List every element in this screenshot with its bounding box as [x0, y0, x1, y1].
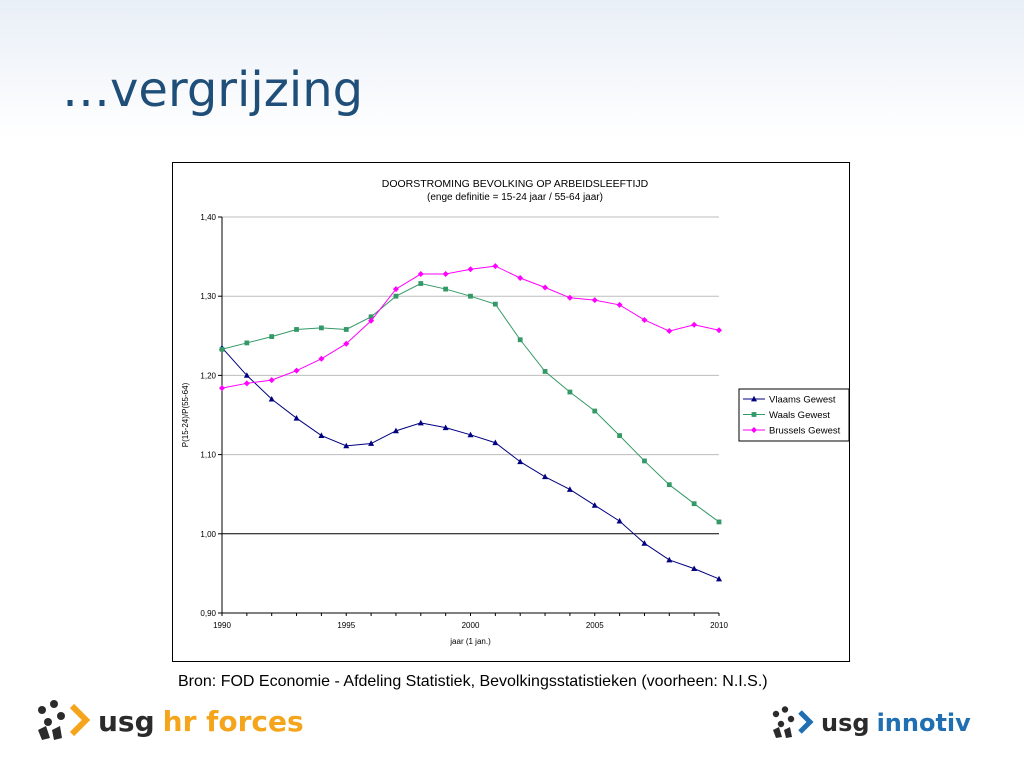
data-point-vlaams-gewest [368, 440, 375, 446]
y-tick-label: 1,20 [200, 371, 216, 380]
logo-brand-text: hr forces [162, 704, 304, 738]
legend-marker-brussels-gewest [751, 427, 757, 433]
data-point-vlaams-gewest [542, 473, 549, 480]
x-tick-label: 1995 [337, 621, 355, 630]
chart-container: DOORSTROMING BEVOLKING OP ARBEIDSLEEFTIJ… [172, 162, 850, 662]
data-point-waals-gewest [642, 458, 647, 464]
data-point-waals-gewest [691, 501, 697, 507]
data-point-waals-gewest [244, 340, 250, 346]
logo-usg-innotiv: usg innotiv [770, 706, 971, 740]
data-point-waals-gewest [567, 389, 573, 395]
data-point-waals-gewest [517, 337, 523, 343]
data-point-waals-gewest [492, 301, 498, 307]
y-tick-label: 1,10 [200, 451, 216, 460]
x-tick-label: 2000 [462, 621, 480, 630]
data-point-vlaams-gewest [492, 439, 499, 446]
usg-people-icon [772, 706, 814, 738]
logo-usg-hr-forces: usg hr forces [34, 700, 304, 742]
data-point-brussels-gewest [368, 317, 375, 324]
data-point-brussels-gewest [219, 385, 225, 392]
data-point-waals-gewest [219, 346, 225, 352]
data-point-brussels-gewest [566, 294, 573, 301]
y-axis-label: P(15-24)/P(55-64) [181, 382, 190, 447]
data-point-brussels-gewest [467, 266, 474, 273]
data-point-waals-gewest [666, 482, 672, 488]
data-point-waals-gewest [592, 408, 598, 414]
data-point-waals-gewest [343, 327, 349, 332]
legend-marker-vlaams-gewest [751, 395, 757, 402]
data-point-brussels-gewest [616, 301, 623, 308]
data-point-brussels-gewest [318, 355, 325, 362]
usg-people-icon [38, 700, 91, 740]
data-point-vlaams-gewest [442, 424, 449, 431]
data-point-waals-gewest [319, 325, 324, 331]
x-tick-label: 2010 [710, 621, 728, 630]
data-point-vlaams-gewest [417, 419, 424, 426]
x-tick-label: 2005 [586, 621, 604, 630]
data-point-brussels-gewest [442, 271, 449, 278]
data-point-waals-gewest [418, 281, 424, 286]
data-point-waals-gewest [294, 327, 299, 332]
data-point-vlaams-gewest [591, 502, 598, 508]
legend-label-vlaams-gewest: Vlaams Gewest [769, 395, 836, 406]
data-point-vlaams-gewest [691, 565, 698, 572]
data-point-vlaams-gewest [566, 486, 573, 492]
data-point-vlaams-gewest [716, 575, 722, 582]
data-point-vlaams-gewest [392, 427, 399, 434]
slide-title: …vergrijzing [62, 62, 364, 118]
line-chart: DOORSTROMING BEVOLKING OP ARBEIDSLEEFTIJ… [181, 178, 850, 646]
data-point-waals-gewest [368, 314, 374, 320]
chart-subtitle: (enge definitie = 15-24 jaar / 55-64 jaa… [427, 192, 603, 203]
data-point-vlaams-gewest [517, 458, 524, 465]
data-point-waals-gewest [393, 293, 399, 299]
legend-label-waals-gewest: Waals Gewest [769, 410, 830, 421]
legend-label-brussels-gewest: Brussels Gewest [769, 426, 841, 437]
data-point-waals-gewest [617, 433, 622, 438]
data-point-brussels-gewest [641, 316, 648, 323]
data-point-brussels-gewest [666, 328, 673, 335]
data-point-brussels-gewest [293, 367, 300, 374]
legend-marker-waals-gewest [751, 412, 757, 417]
data-point-brussels-gewest [691, 321, 698, 328]
data-point-waals-gewest [443, 286, 449, 292]
data-point-waals-gewest [269, 334, 275, 339]
data-point-vlaams-gewest [666, 556, 673, 563]
chart-title: DOORSTROMING BEVOLKING OP ARBEIDSLEEFTIJ… [382, 178, 649, 190]
data-point-vlaams-gewest [293, 414, 300, 421]
data-point-waals-gewest [468, 293, 473, 299]
data-point-vlaams-gewest [467, 431, 474, 438]
logo-brand-text: innotiv [876, 709, 971, 737]
data-point-brussels-gewest [542, 284, 549, 291]
y-tick-label: 0,90 [200, 609, 216, 618]
data-point-vlaams-gewest [616, 517, 623, 524]
data-point-brussels-gewest [517, 274, 524, 281]
data-point-waals-gewest [542, 369, 548, 374]
data-point-brussels-gewest [268, 377, 275, 384]
data-point-waals-gewest [716, 519, 722, 525]
y-tick-label: 1,30 [200, 292, 216, 301]
data-point-brussels-gewest [343, 340, 350, 347]
data-point-vlaams-gewest [268, 395, 275, 402]
x-tick-label: 1990 [213, 621, 231, 630]
y-tick-label: 1,00 [200, 530, 216, 539]
data-point-vlaams-gewest [343, 442, 350, 449]
data-point-brussels-gewest [716, 327, 722, 334]
logo-usg-text: usg [821, 709, 870, 737]
data-point-brussels-gewest [417, 271, 424, 278]
y-tick-label: 1,40 [200, 213, 216, 222]
data-point-vlaams-gewest [243, 372, 250, 378]
data-point-vlaams-gewest [641, 540, 648, 546]
data-point-brussels-gewest [492, 263, 499, 270]
data-point-brussels-gewest [243, 380, 250, 387]
logo-usg-text: usg [98, 704, 155, 738]
x-axis-label: jaar (1 jan.) [449, 637, 491, 646]
data-point-vlaams-gewest [318, 432, 325, 438]
source-note: Bron: FOD Economie - Afdeling Statistiek… [178, 673, 768, 690]
data-point-brussels-gewest [591, 297, 598, 304]
